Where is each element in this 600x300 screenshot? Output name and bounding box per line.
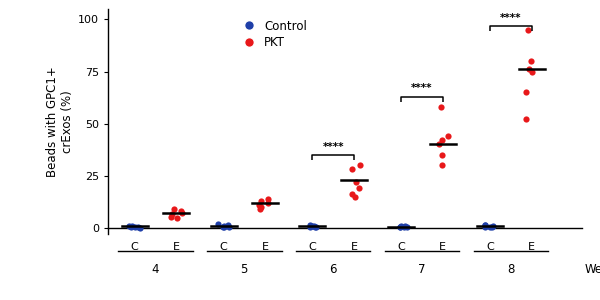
Point xyxy=(127,223,137,228)
Point xyxy=(166,215,175,220)
Text: 7: 7 xyxy=(418,263,426,276)
Point xyxy=(395,225,405,230)
Point xyxy=(481,222,490,227)
Text: 4: 4 xyxy=(152,263,159,276)
Point xyxy=(218,225,228,230)
Point xyxy=(167,212,176,217)
Point xyxy=(305,223,315,228)
Point xyxy=(224,224,233,229)
Point xyxy=(400,224,410,229)
Point xyxy=(223,222,233,227)
Text: C: C xyxy=(220,242,227,252)
Point xyxy=(254,202,264,207)
Point xyxy=(355,186,364,190)
Point xyxy=(403,224,412,229)
Point xyxy=(355,163,364,168)
Point xyxy=(350,194,360,199)
Point xyxy=(434,142,444,147)
Text: 5: 5 xyxy=(241,263,248,276)
Text: E: E xyxy=(439,242,446,252)
Point xyxy=(311,225,321,230)
Text: C: C xyxy=(308,242,316,252)
Text: E: E xyxy=(528,242,535,252)
Point xyxy=(526,59,535,64)
Legend: Control, PKT: Control, PKT xyxy=(232,15,312,54)
Point xyxy=(527,69,537,74)
Text: ****: **** xyxy=(322,142,344,152)
Text: ****: **** xyxy=(500,13,521,22)
Point xyxy=(305,224,315,229)
Point xyxy=(480,223,490,228)
Point xyxy=(437,163,447,168)
Text: E: E xyxy=(262,242,269,252)
Text: E: E xyxy=(173,242,179,252)
Point xyxy=(396,223,406,228)
Point xyxy=(437,152,446,157)
Point xyxy=(347,167,357,172)
Point xyxy=(219,224,229,229)
Point xyxy=(488,224,498,229)
Point xyxy=(307,224,317,229)
Text: E: E xyxy=(350,242,358,252)
Point xyxy=(485,224,494,229)
Text: 6: 6 xyxy=(329,263,337,276)
Point xyxy=(263,196,273,201)
Text: Weeks: Weeks xyxy=(585,263,600,276)
Point xyxy=(213,221,223,226)
Point xyxy=(347,192,356,197)
Text: ****: **** xyxy=(411,83,433,93)
Point xyxy=(443,134,453,139)
Point xyxy=(263,200,273,205)
Point xyxy=(524,67,534,72)
Point xyxy=(220,223,229,228)
Point xyxy=(176,209,185,214)
Point xyxy=(352,179,361,184)
Point xyxy=(130,225,140,230)
Point xyxy=(480,224,490,229)
Point xyxy=(521,117,531,122)
Point xyxy=(524,27,533,32)
Point xyxy=(256,198,265,203)
Point xyxy=(395,224,405,229)
Point xyxy=(436,104,446,109)
Point xyxy=(487,225,497,230)
Text: C: C xyxy=(486,242,494,252)
Point xyxy=(135,225,145,230)
Point xyxy=(133,225,142,230)
Y-axis label: Beads with GPC1+
crExos (%): Beads with GPC1+ crExos (%) xyxy=(46,66,74,177)
Text: C: C xyxy=(131,242,139,252)
Point xyxy=(310,223,319,228)
Text: 8: 8 xyxy=(507,263,515,276)
Point xyxy=(256,207,265,212)
Point xyxy=(126,224,136,229)
Point xyxy=(437,138,446,143)
Point xyxy=(124,224,134,229)
Point xyxy=(400,225,409,230)
Point xyxy=(310,224,320,229)
Point xyxy=(256,205,266,209)
Text: C: C xyxy=(397,242,405,252)
Point xyxy=(177,211,187,216)
Point xyxy=(169,207,178,212)
Point xyxy=(173,216,182,221)
Point xyxy=(521,90,531,95)
